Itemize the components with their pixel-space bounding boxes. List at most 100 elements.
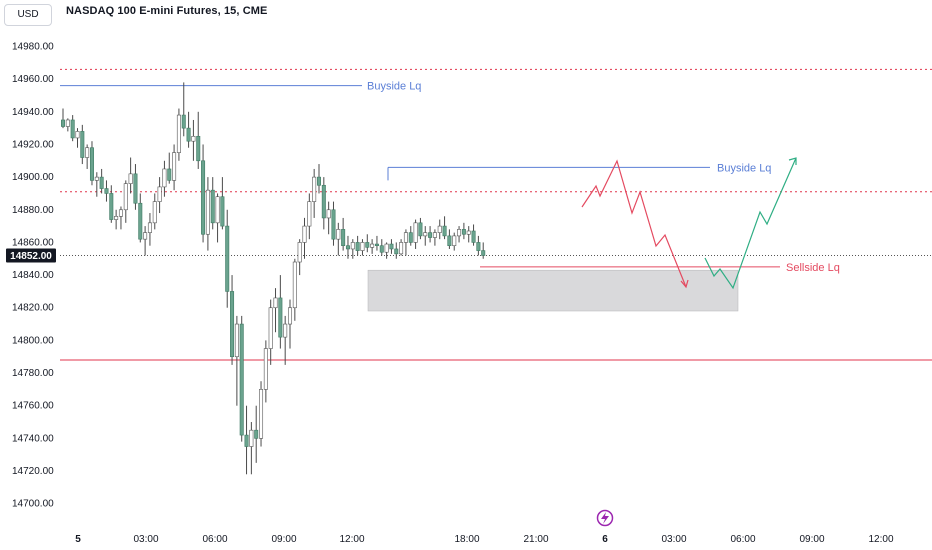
- candle-body: [355, 242, 360, 251]
- last-price-tag: [6, 248, 56, 263]
- sellside-label: Sellside Lq: [786, 262, 840, 274]
- candle-body: [157, 186, 162, 202]
- candle-body: [292, 261, 297, 309]
- y-tick-label: 14960.00: [12, 74, 54, 85]
- candle-body: [379, 245, 384, 253]
- candle-body: [201, 160, 206, 235]
- candle-body: [331, 209, 336, 240]
- candle-body: [288, 307, 293, 325]
- chart-title: NASDAQ 100 E-mini Futures, 15, CME: [66, 5, 268, 17]
- candle-body: [123, 183, 128, 211]
- lightning-bolt-icon: [601, 512, 609, 524]
- last-price-label: 14852.00: [10, 251, 52, 262]
- candle-body: [162, 168, 167, 188]
- candle-body: [326, 209, 331, 219]
- candle-body: [452, 235, 457, 246]
- candle-body: [80, 131, 85, 158]
- x-tick-label: 21:00: [523, 534, 548, 545]
- candle-body: [176, 114, 181, 153]
- candle-body: [205, 189, 210, 235]
- candle-body: [89, 147, 94, 181]
- candle-body: [413, 222, 418, 243]
- candle-body: [249, 429, 254, 447]
- x-tick-label: 12:00: [868, 534, 893, 545]
- y-tick-label: 14880.00: [12, 205, 54, 216]
- candle-body: [321, 184, 326, 219]
- candle-body: [138, 202, 143, 240]
- candle-body: [418, 222, 423, 237]
- candle-body: [186, 127, 191, 142]
- candle-body: [244, 434, 249, 447]
- candle-body: [104, 188, 109, 194]
- candle-body: [447, 235, 452, 246]
- projection-arrowhead: [788, 157, 797, 165]
- candle-body: [65, 119, 70, 127]
- x-tick-label: 6: [602, 534, 608, 545]
- x-tick-label: 18:00: [454, 534, 479, 545]
- candle-body: [75, 131, 80, 139]
- candle-body: [70, 119, 75, 139]
- candle-body: [432, 232, 437, 238]
- candle-body: [476, 242, 481, 251]
- projection-path-sell: [581, 159, 687, 288]
- candle-body: [457, 229, 462, 237]
- y-tick-label: 14720.00: [12, 466, 54, 477]
- candle-body: [360, 242, 365, 251]
- candle-body: [350, 242, 355, 250]
- candle-body: [471, 230, 476, 243]
- candle-body: [263, 348, 268, 390]
- candle-body: [466, 230, 471, 235]
- candle-body: [60, 119, 65, 127]
- candle-body: [225, 225, 230, 292]
- projection-arrowhead: [680, 279, 689, 289]
- candle-body: [191, 135, 196, 142]
- candle-body: [234, 323, 239, 358]
- candle-body: [399, 242, 404, 255]
- y-tick-label: 14820.00: [12, 303, 54, 314]
- y-tick-label: 14780.00: [12, 368, 54, 379]
- candle-body: [94, 176, 99, 181]
- x-tick-label: 09:00: [799, 534, 824, 545]
- candle-body: [273, 297, 278, 309]
- candle-body: [210, 189, 215, 224]
- candle-body: [312, 176, 317, 202]
- y-tick-label: 14800.00: [12, 335, 54, 346]
- y-tick-label: 14980.00: [12, 41, 54, 52]
- candle-body: [370, 243, 375, 248]
- candle-body: [268, 307, 273, 349]
- candle-body: [442, 225, 447, 237]
- x-tick-label: 5: [75, 534, 81, 545]
- candle-body: [181, 114, 186, 129]
- candle-body: [423, 232, 428, 237]
- candle-body: [172, 152, 177, 181]
- candle-body: [384, 243, 389, 253]
- candle-body: [374, 243, 379, 246]
- candle-body: [481, 250, 486, 256]
- candle-body: [428, 232, 433, 238]
- candle-body: [336, 229, 341, 240]
- candle-body: [239, 323, 244, 436]
- candle-body: [85, 147, 90, 158]
- candle-body: [389, 243, 394, 250]
- currency-button[interactable]: USD: [4, 4, 52, 26]
- lightning-logo-icon[interactable]: [596, 509, 614, 527]
- candle-body: [437, 225, 442, 233]
- y-tick-label: 14740.00: [12, 433, 54, 444]
- candle-body: [259, 389, 264, 439]
- y-tick-label: 14900.00: [12, 172, 54, 183]
- candle-body: [128, 173, 133, 184]
- candle-body: [230, 291, 235, 358]
- x-tick-label: 03:00: [661, 534, 686, 545]
- x-tick-label: 12:00: [339, 534, 364, 545]
- candle-body: [345, 245, 350, 250]
- liquidity-zone: [367, 269, 739, 312]
- candle-body: [147, 222, 152, 233]
- candle-body: [297, 242, 302, 263]
- buyside-label: Buyside Lq: [717, 162, 771, 174]
- candle-body: [167, 168, 172, 181]
- candle-body: [316, 176, 321, 186]
- y-tick-label: 14700.00: [12, 499, 54, 510]
- candle-body: [196, 135, 201, 162]
